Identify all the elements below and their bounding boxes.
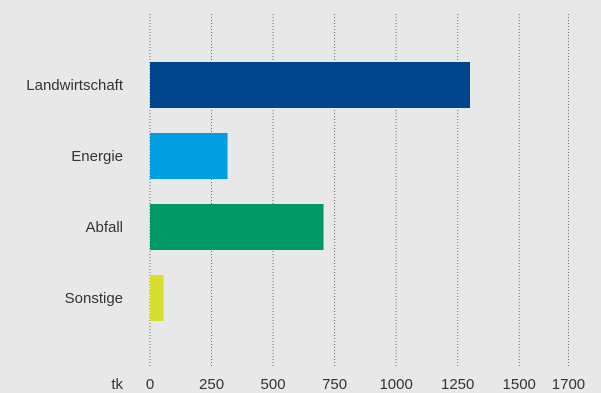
- category-label-landwirtschaft: Landwirtschaft: [26, 77, 124, 94]
- x-unit-label: tk: [111, 376, 123, 393]
- x-tick-label-1000: 1000: [379, 376, 412, 393]
- bar-abfall: [150, 204, 324, 250]
- bar-landwirtschaft: [150, 62, 470, 108]
- bar-sonstige: [150, 275, 164, 321]
- x-tick-label-500: 500: [261, 376, 286, 393]
- x-tick-label-750: 750: [322, 376, 347, 393]
- category-label-abfall: Abfall: [85, 219, 123, 236]
- x-tick-label-1700: 1700: [552, 376, 585, 393]
- bar-energie: [150, 133, 228, 179]
- bars: [150, 62, 470, 321]
- x-tick-label-1500: 1500: [503, 376, 536, 393]
- x-tick-label-1250: 1250: [441, 376, 474, 393]
- gridlines: [149, 14, 569, 368]
- category-labels: Landwirtschaft Energie Abfall Sonstige: [26, 77, 124, 307]
- x-tick-label-0: 0: [146, 376, 154, 393]
- x-tick-label-250: 250: [199, 376, 224, 393]
- category-label-sonstige: Sonstige: [65, 290, 123, 307]
- x-tick-labels: 0 250 500 750 1000 1250 1500 1700: [146, 376, 585, 393]
- category-label-energie: Energie: [71, 148, 123, 165]
